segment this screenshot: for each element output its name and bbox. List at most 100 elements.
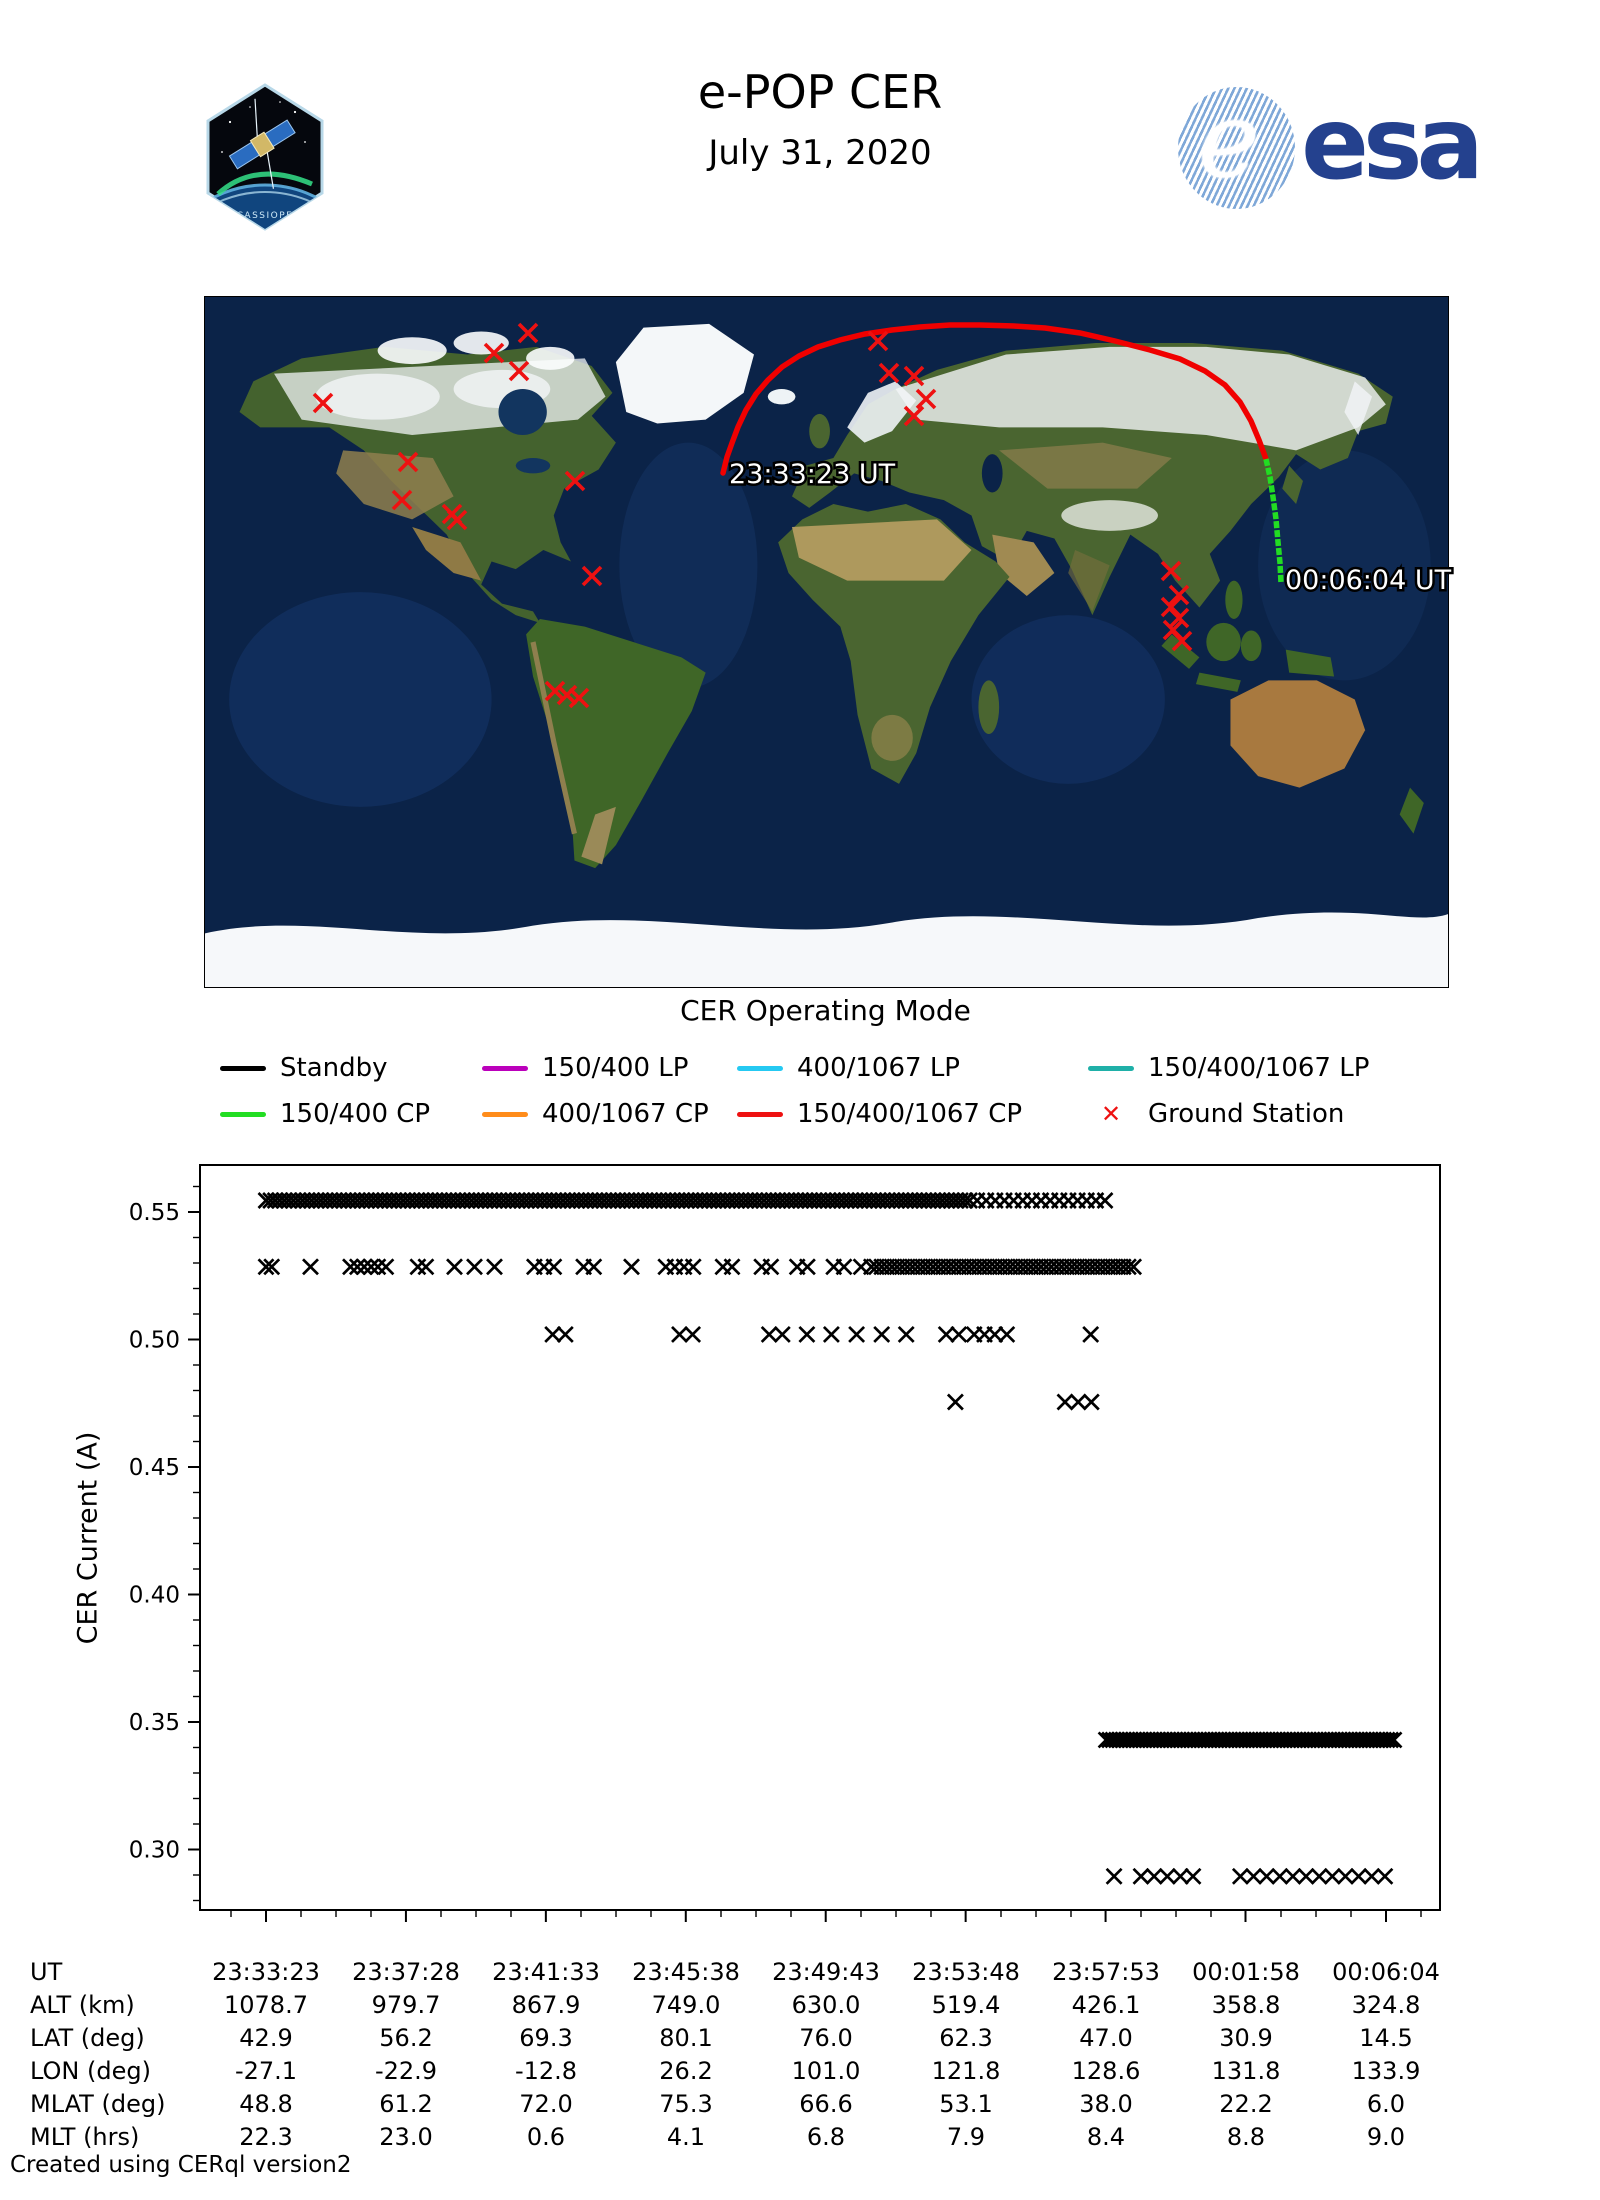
ground-station-marker: [564, 470, 586, 492]
legend-label: 150/400 CP: [280, 1099, 431, 1129]
y-tick-label: 0.40: [129, 1583, 180, 1609]
track-start-time-label: 23:33:23 UT: [729, 459, 896, 490]
legend-title: CER Operating Mode: [680, 994, 971, 1027]
table-row-label: LAT (deg): [30, 2024, 145, 2052]
patch-label: CASSIOPE: [237, 211, 294, 221]
table-row-label: ALT (km): [30, 1991, 135, 2019]
map-geography: [205, 297, 1449, 987]
legend-item-standby: Standby: [220, 1046, 388, 1090]
esa-wordmark: esa: [1301, 85, 1484, 202]
table-cell: 128.6: [1071, 2057, 1141, 2085]
table-row-londeg: LON (deg) -27.1 -22.9 -12.8 26.2 101.0 121.8 12…: [0, 2057, 1600, 2090]
y-axis-label: CER Current (A): [72, 1431, 104, 1645]
cassiope-patch-graphic: CASSIOPE: [206, 83, 324, 231]
table-cell: 23.0: [379, 2123, 433, 2151]
table-cell: 101.0: [791, 2057, 861, 2085]
table-cell: 61.2: [379, 2090, 433, 2118]
table-cell: -27.1: [234, 2057, 298, 2085]
legend-label: 400/1067 LP: [797, 1053, 960, 1083]
table-row-label: MLAT (deg): [30, 2090, 166, 2118]
table-cell: 426.1: [1071, 1991, 1141, 2019]
table-cell: 630.0: [791, 1991, 861, 2019]
legend-item-ground-station: ✕ Ground Station: [1088, 1092, 1344, 1136]
ground-station-x-icon: ✕: [1100, 1100, 1122, 1128]
table-cell: 76.0: [799, 2024, 853, 2052]
ground-station-marker: [517, 322, 539, 344]
page-date: July 31, 2020: [708, 132, 932, 173]
table-cell: 56.2: [379, 2024, 433, 2052]
table-cell: 4.1: [666, 2123, 706, 2151]
table-row-latdeg: LAT (deg) 42.9 56.2 69.3 80.1 76.0 62.3 47.0 30.…: [0, 2024, 1600, 2057]
table-cell: 47.0: [1079, 2024, 1133, 2052]
table-cell: 69.3: [519, 2024, 573, 2052]
table-cell: 6.0: [1366, 2090, 1406, 2118]
ground-station-marker: [312, 392, 334, 414]
legend-line-swatch: [482, 1065, 528, 1071]
cer-current-chart: 0.55 0.50 0.45 0.40 0.35 0.30: [129, 1164, 1441, 1922]
legend-item-150-400-lp: 150/400 LP: [482, 1046, 688, 1090]
table-cell: 62.3: [939, 2024, 993, 2052]
ground-station-marker: [391, 489, 413, 511]
table-row-label: UT: [30, 1958, 63, 1986]
satellite-track-green: [1263, 458, 1284, 584]
legend-row-1: Standby 150/400 LP 400/1067 LP 150/400/1067…: [0, 1046, 1600, 1090]
legend-label: Standby: [280, 1053, 388, 1083]
table-cell: 23:45:38: [632, 1958, 740, 1986]
table-cell: 867.9: [511, 1991, 581, 2019]
table-cell: 75.3: [659, 2090, 713, 2118]
page-title: e-POP CER: [697, 65, 943, 119]
table-cell: 48.8: [239, 2090, 293, 2118]
ground-station-marker: [446, 509, 468, 531]
table-row-altkm: ALT (km) 1078.7 979.7 867.9 749.0 630.0 519.4 4…: [0, 1991, 1600, 2024]
ground-station-marker: [1171, 630, 1193, 652]
table-row-mlthrs: MLT (hrs) 22.3 23.0 0.6 4.1 6.8 7.9 8.4 8.8 9.0: [0, 2123, 1600, 2156]
world-map-panel: 23:33:23 UT 00:06:04 UT: [204, 296, 1454, 988]
table-cell: 358.8: [1211, 1991, 1281, 2019]
table-row-ut: UT 23:33:23 23:37:28 23:41:33 23:45:38 23:49:…: [0, 1958, 1600, 1991]
table-cell: 749.0: [651, 1991, 721, 2019]
table-cell: 23:57:53: [1052, 1958, 1160, 1986]
ground-station-marker: [556, 684, 578, 706]
ground-station-marker: [1168, 584, 1190, 606]
legend-row-2: 150/400 CP 400/1067 CP 150/400/1067 CP ✕ Gro…: [0, 1092, 1600, 1136]
legend-label: 150/400/1067 LP: [1148, 1053, 1370, 1083]
legend-item-400-1067-lp: 400/1067 LP: [737, 1046, 960, 1090]
table-cell: 8.8: [1226, 2123, 1266, 2151]
table-cell: 131.8: [1211, 2057, 1281, 2085]
table-cell: 14.5: [1359, 2024, 1413, 2052]
y-tick-label: 0.55: [129, 1200, 180, 1226]
y-tick-label: 0.35: [129, 1710, 180, 1736]
table-row-label: LON (deg): [30, 2057, 151, 2085]
table-row-label: MLT (hrs): [30, 2123, 140, 2151]
legend-line-swatch: [1088, 1065, 1134, 1071]
table-cell: 00:01:58: [1192, 1958, 1300, 1986]
table-cell: 6.8: [806, 2123, 846, 2151]
satellite-track-red: [720, 322, 1269, 476]
legend-label: 400/1067 CP: [542, 1099, 709, 1129]
ground-station-marker: [1160, 560, 1182, 582]
footer-credit: Created using CERql version2: [10, 2152, 352, 2178]
table-cell: 23:49:43: [772, 1958, 880, 1986]
table-row-mlatdeg: MLAT (deg) 48.8 61.2 72.0 75.3 66.6 53.1 38.0 22…: [0, 2090, 1600, 2123]
table-cell: 53.1: [939, 2090, 993, 2118]
legend-line-swatch: [482, 1111, 528, 1117]
table-cell: -22.9: [374, 2057, 438, 2085]
ground-station-marker: [483, 342, 505, 364]
legend-line-swatch: [737, 1065, 783, 1071]
table-cell: 22.2: [1219, 2090, 1273, 2118]
y-tick-label: 0.30: [129, 1838, 180, 1864]
table-cell: 519.4: [931, 1991, 1001, 2019]
table-cell: 66.6: [799, 2090, 853, 2118]
legend-line-swatch: [220, 1111, 266, 1117]
table-cell: 72.0: [519, 2090, 573, 2118]
ground-station-marker: [397, 451, 419, 473]
legend-item-150-400-cp: 150/400 CP: [220, 1092, 430, 1136]
ground-station-marker: [878, 362, 900, 384]
legend-label: 150/400 LP: [542, 1053, 689, 1083]
legend-label: 150/400/1067 CP: [797, 1099, 1023, 1129]
ground-station-marker: [544, 680, 566, 702]
satellite-icon: [228, 98, 296, 189]
table-cell: 38.0: [1079, 2090, 1133, 2118]
table-cell: 324.8: [1351, 1991, 1421, 2019]
table-cell: 22.3: [239, 2123, 293, 2151]
